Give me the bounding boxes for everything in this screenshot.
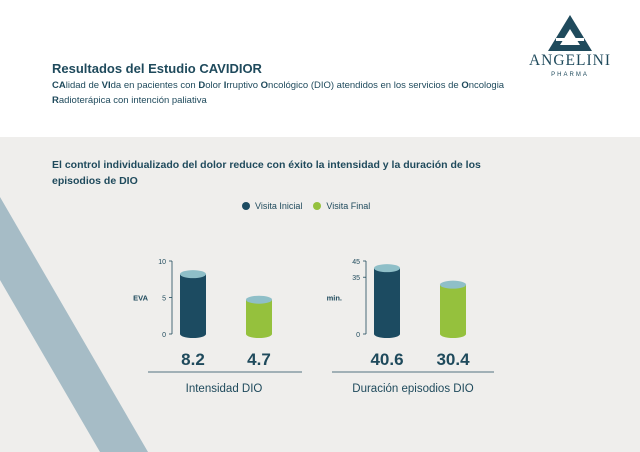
subtitle-run: da en pacientes con xyxy=(110,80,199,91)
bar-final xyxy=(246,299,272,334)
bar-base xyxy=(440,330,466,338)
y-tick-label: 0 xyxy=(162,332,166,339)
bar-initial xyxy=(180,274,206,334)
data-label: 30.4 xyxy=(436,350,470,369)
header: Resultados del Estudio CAVIDIOR CAlidad … xyxy=(0,0,640,137)
background-decoration xyxy=(0,197,148,452)
legend-item-initial: Visita Inicial xyxy=(242,201,302,211)
y-axis-label: min. xyxy=(327,294,342,303)
legend-label-initial: Visita Inicial xyxy=(255,201,303,211)
subtitle-run: R xyxy=(52,95,59,106)
data-label: 40.6 xyxy=(370,350,403,369)
bar-base xyxy=(374,330,400,338)
subtitle-run: I xyxy=(223,80,227,91)
logo-name: ANGELINI xyxy=(528,52,612,69)
subtitle-run: rruptivo xyxy=(226,80,261,91)
chart-title: Duración episodios DIO xyxy=(352,383,474,395)
y-tick-label: 5 xyxy=(162,296,166,303)
y-tick-label: 10 xyxy=(158,259,166,266)
legend-dot-final xyxy=(313,202,322,210)
legend: Visita Inicial Visita Final xyxy=(242,201,381,211)
y-tick-label: 0 xyxy=(356,332,360,339)
bar-base xyxy=(246,330,272,338)
subtitle-run: lidad de xyxy=(65,80,102,91)
subtitle-run: ncológico (DIO) atendidos en los servici… xyxy=(268,80,462,91)
data-label: 8.2 xyxy=(181,350,205,369)
subtitle-run: O xyxy=(260,80,269,91)
bar-base xyxy=(180,330,206,338)
chart-title: Intensidad DIO xyxy=(186,383,263,395)
subtitle-run: ncologia xyxy=(468,80,505,91)
logo-triangle-icon xyxy=(548,15,592,51)
subtitle-run: CA xyxy=(52,80,66,91)
legend-label-final: Visita Final xyxy=(326,201,371,211)
bar-cap xyxy=(440,280,466,289)
y-axis-label: EVA xyxy=(133,294,148,303)
results-panel: El control individualizado del dolor red… xyxy=(0,137,640,452)
bar-cap xyxy=(246,295,272,304)
bar-initial xyxy=(374,268,400,334)
subtitle-run: O xyxy=(461,80,469,91)
study-subtitle: CAlidad de VIda en pacientes con Dolor I… xyxy=(52,78,522,108)
page-title: Resultados del Estudio CAVIDIOR xyxy=(52,61,262,76)
bar-cap xyxy=(180,270,206,279)
angelini-logo: ANGELINI PHARMA xyxy=(520,14,620,84)
data-label: 4.7 xyxy=(247,350,271,369)
bar-cap xyxy=(374,264,400,273)
y-tick-label: 35 xyxy=(352,275,360,282)
subtitle-run: adioterápica con intención paliativa xyxy=(58,95,207,106)
bar-final xyxy=(440,284,466,334)
subtitle-run: D xyxy=(198,80,206,91)
legend-dot-initial xyxy=(242,202,250,210)
y-tick-label: 45 xyxy=(352,259,360,266)
headline: El control individualizado del dolor red… xyxy=(52,159,481,187)
subtitle-run: olor xyxy=(205,80,224,91)
charts: 0 5 10 EVA 8.2 4.7 Intensidad DIO 0 35 45 min. 40.6… xyxy=(133,259,494,395)
subtitle-run: VI xyxy=(101,80,111,91)
legend-item-final: Visita Final xyxy=(313,201,370,211)
logo-sub: PHARMA xyxy=(551,72,589,78)
